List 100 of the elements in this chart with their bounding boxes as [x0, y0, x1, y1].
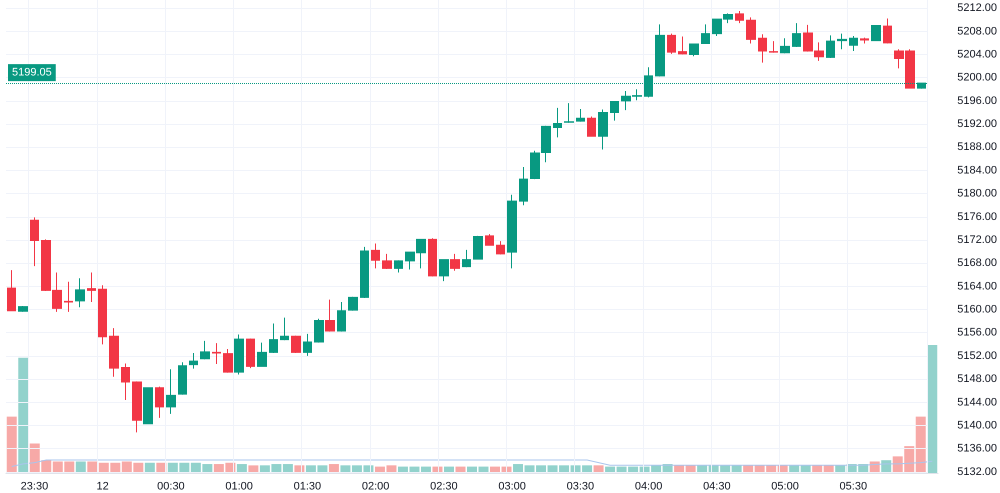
- candlestick: [507, 194, 517, 269]
- candlestick: [98, 284, 107, 345]
- candlestick: [223, 348, 233, 374]
- y-tick-label: 5188.00: [957, 141, 998, 154]
- candlestick: [871, 25, 881, 42]
- y-tick-label: 5212.00: [957, 2, 998, 14]
- candlestick: [382, 253, 392, 270]
- y-tick-label: 5196.00: [957, 94, 998, 107]
- x-tick-label: 03:00: [498, 480, 526, 492]
- y-tick-label: 5200.00: [957, 72, 998, 84]
- x-tick-label: 00:30: [157, 480, 185, 492]
- candlestick: [212, 342, 221, 365]
- y-tick-label: 5180.00: [957, 188, 998, 200]
- candlestick: [348, 296, 358, 312]
- y-tick-label: 5148.00: [957, 373, 998, 386]
- x-tick-label: 02:30: [430, 480, 458, 492]
- candlestick: [155, 386, 164, 418]
- candlestick: [883, 18, 892, 44]
- y-tick-label: 5204.00: [957, 48, 998, 60]
- candlestick: [371, 242, 380, 269]
- y-tick-label: 5160.00: [957, 304, 998, 316]
- candlestick: [792, 22, 801, 48]
- candlestick: [109, 328, 119, 378]
- candlestick: [849, 35, 858, 52]
- candlestick: [598, 109, 608, 150]
- candlestick: [75, 278, 85, 308]
- candlestick: [314, 318, 324, 344]
- candlestick: [7, 270, 16, 312]
- bar: [18, 358, 28, 473]
- candlestick: [564, 102, 574, 124]
- x-tick-label: 12: [96, 480, 109, 492]
- candlestick: [394, 260, 403, 273]
- x-tick-label: 01:30: [294, 480, 322, 492]
- candlestick: [689, 44, 699, 57]
- candlestick: [462, 249, 471, 268]
- candlestick: [200, 340, 210, 360]
- x-tick-label: 05:00: [771, 480, 799, 492]
- candlestick: [166, 368, 176, 414]
- y-tick-label: 5184.00: [957, 164, 998, 176]
- candlestick: [246, 338, 255, 369]
- candlestick: [837, 33, 847, 50]
- candlestick: [269, 322, 278, 354]
- candlestick: [735, 10, 744, 24]
- candlestick: [143, 386, 153, 425]
- candlestick: [746, 16, 756, 44]
- x-tick-label: 03:30: [566, 480, 594, 492]
- y-tick-label: 5152.00: [957, 350, 998, 362]
- candlestick: [860, 37, 869, 44]
- candlestick: [769, 40, 778, 54]
- candlestick: [701, 24, 710, 45]
- candlestick: [291, 335, 301, 354]
- candlestick: [678, 36, 687, 55]
- y-tick-label: 5164.00: [957, 280, 998, 292]
- bar: [76, 461, 86, 473]
- candlestick: [280, 317, 289, 341]
- candlestick: [473, 235, 483, 260]
- candlestick: [610, 100, 619, 122]
- y-tick-label: 5192.00: [957, 118, 998, 130]
- x-tick-label: 04:30: [703, 480, 731, 492]
- y-tick-label: 5140.00: [957, 419, 998, 432]
- x-tick-label: 04:00: [634, 480, 662, 492]
- x-tick-label: 02:00: [362, 480, 390, 492]
- y-tick-label: 5156.00: [957, 326, 998, 339]
- y-tick-label: 5168.00: [957, 257, 998, 270]
- candlestick: [337, 302, 346, 332]
- candlestick: [132, 380, 142, 433]
- candlestick: [189, 352, 198, 370]
- x-tick-label: 23:30: [20, 480, 48, 492]
- x-tick-label: 01:00: [225, 480, 253, 492]
- y-tick-label: 5136.00: [957, 442, 998, 455]
- candlestick: [485, 234, 494, 246]
- candlestick: [826, 34, 835, 58]
- candlestick: [576, 108, 585, 122]
- candlestick: [234, 334, 244, 375]
- candlestick: [87, 272, 96, 302]
- ref-line-label: 5199.05: [12, 66, 52, 79]
- candlestick: [178, 362, 187, 396]
- candlestick: [64, 281, 73, 312]
- candlestick: [30, 216, 39, 267]
- y-tick-label: 5132.00: [957, 466, 998, 478]
- candlestick: [758, 34, 767, 64]
- bar: [6, 416, 17, 473]
- y-tick-label: 5176.00: [957, 210, 998, 223]
- y-tick-label: 5144.00: [957, 396, 998, 408]
- candlestick: [257, 342, 267, 368]
- candlestick: [360, 246, 369, 298]
- candlestick: [450, 253, 460, 272]
- candlestick: [428, 238, 437, 277]
- y-tick-label: 5172.00: [957, 234, 998, 246]
- candlestick: [780, 38, 790, 54]
- candlestick: [121, 362, 130, 400]
- candlestick: [553, 107, 562, 138]
- candlestick: [519, 166, 528, 206]
- candlestick: [439, 258, 449, 282]
- x-tick-label: 05:30: [840, 480, 868, 492]
- bar: [927, 345, 938, 473]
- candlestick: [587, 116, 596, 137]
- candlestick: [18, 306, 28, 312]
- y-tick-label: 5208.00: [957, 25, 998, 38]
- candlestick: [655, 24, 665, 78]
